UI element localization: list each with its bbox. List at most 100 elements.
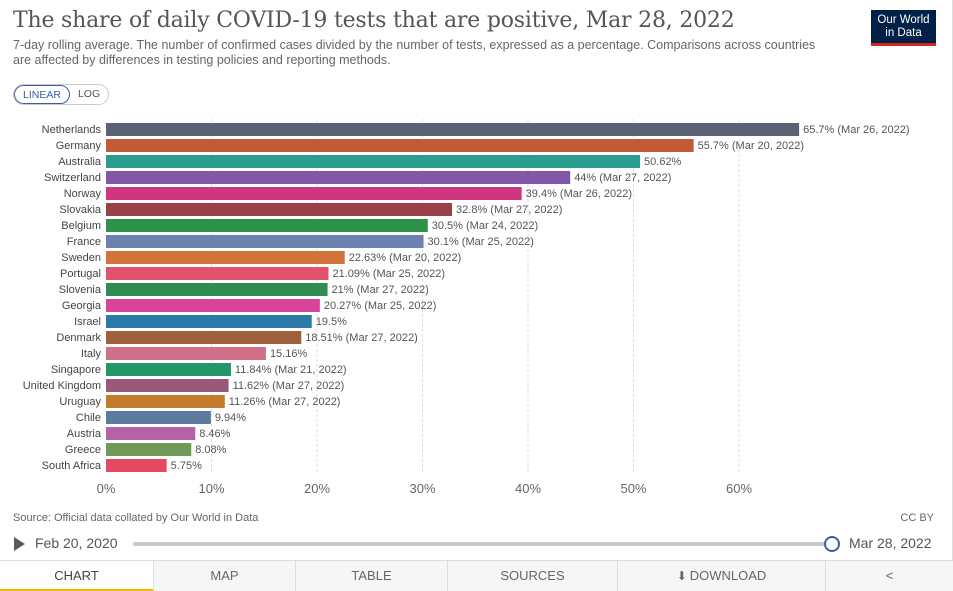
value-label: 50.62% <box>644 156 682 168</box>
category-label: Italy <box>81 348 102 360</box>
category-label: Georgia <box>62 300 102 312</box>
bar[interactable] <box>106 459 167 472</box>
bar[interactable] <box>106 395 225 408</box>
tab-map[interactable]: MAP <box>153 561 295 591</box>
category-label: Norway <box>64 188 102 200</box>
x-tick-label: 30% <box>409 481 435 496</box>
value-label: 44% (Mar 27, 2022) <box>574 172 671 184</box>
bar[interactable] <box>106 171 571 184</box>
timeline: Feb 20, 2020 Mar 28, 2022 <box>0 533 953 555</box>
subtitle-line-2: are affected by differences in testing p… <box>13 52 391 67</box>
category-label: Israel <box>74 316 101 328</box>
bar[interactable] <box>106 315 312 328</box>
play-icon[interactable] <box>14 537 25 551</box>
value-label: 11.26% (Mar 27, 2022) <box>229 396 341 408</box>
value-label: 39.4% (Mar 26, 2022) <box>526 188 632 200</box>
timeline-start-label: Feb 20, 2020 <box>35 535 118 551</box>
value-label: 30.1% (Mar 25, 2022) <box>428 236 534 248</box>
x-tick-label: 0% <box>97 481 116 496</box>
bar[interactable] <box>106 443 192 456</box>
category-label: Slovakia <box>59 204 101 216</box>
category-label: Uruguay <box>59 396 101 408</box>
x-tick-label: 40% <box>515 481 541 496</box>
bar[interactable] <box>106 139 694 152</box>
bar[interactable] <box>106 235 424 248</box>
value-label: 21% (Mar 27, 2022) <box>332 284 429 296</box>
category-label: Netherlands <box>42 124 102 136</box>
scale-toggle: LINEAR LOG <box>13 84 110 105</box>
category-label: Singapore <box>51 364 101 376</box>
timeline-handle[interactable] <box>824 536 840 552</box>
value-label: 5.75% <box>171 460 202 472</box>
category-label: Germany <box>56 140 102 152</box>
category-label: Chile <box>76 412 101 424</box>
category-label: Denmark <box>56 332 101 344</box>
tab-chart[interactable]: CHART <box>0 561 153 591</box>
owid-logo[interactable]: Our World in Data <box>871 10 936 46</box>
category-label: Slovenia <box>59 284 102 296</box>
bar[interactable] <box>106 331 302 344</box>
bar[interactable] <box>106 219 428 232</box>
chart-subtitle: 7-day rolling average. The number of con… <box>13 38 833 67</box>
value-label: 11.84% (Mar 21, 2022) <box>235 364 347 376</box>
x-tick-label: 60% <box>726 481 752 496</box>
category-label: South Africa <box>42 460 102 472</box>
bar[interactable] <box>106 123 800 136</box>
bar[interactable] <box>106 363 231 376</box>
subtitle-line-1: 7-day rolling average. The number of con… <box>13 38 816 52</box>
x-tick-label: 50% <box>620 481 646 496</box>
value-label: 21.09% (Mar 25, 2022) <box>332 268 445 280</box>
value-label: 55.7% (Mar 20, 2022) <box>698 140 804 152</box>
bar[interactable] <box>106 251 345 264</box>
timeline-track[interactable] <box>133 542 832 546</box>
bar[interactable] <box>106 203 453 216</box>
log-scale-button[interactable]: LOG <box>77 88 101 100</box>
chart-title: The share of daily COVID-19 tests that a… <box>13 8 735 33</box>
tab-download[interactable]: ⬇ DOWNLOAD <box>617 561 825 591</box>
category-label: Austria <box>67 428 102 440</box>
category-label: Australia <box>58 156 102 168</box>
category-label: Greece <box>65 444 101 456</box>
value-label: 19.5% <box>316 316 347 328</box>
download-icon: ⬇ <box>676 569 687 583</box>
logo-line-2: in Data <box>885 27 922 39</box>
value-label: 20.27% (Mar 25, 2022) <box>324 300 437 312</box>
tab-sources[interactable]: SOURCES <box>447 561 617 591</box>
share-icon: < <box>885 568 894 583</box>
bar[interactable] <box>106 427 196 440</box>
value-label: 32.8% (Mar 27, 2022) <box>456 204 562 216</box>
share-button[interactable]: < <box>825 561 953 591</box>
bar[interactable] <box>106 299 320 312</box>
value-label: 8.46% <box>199 428 230 440</box>
category-label: Portugal <box>60 268 101 280</box>
x-tick-label: 10% <box>198 481 224 496</box>
category-label: Switzerland <box>44 172 101 184</box>
value-label: 65.7% (Mar 26, 2022) <box>803 124 909 136</box>
category-label: Belgium <box>61 220 101 232</box>
x-tick-label: 20% <box>304 481 330 496</box>
bar[interactable] <box>106 155 641 168</box>
linear-scale-button[interactable]: LINEAR <box>14 85 70 104</box>
source-note[interactable]: Source: Official data collated by Our Wo… <box>13 512 259 524</box>
bar[interactable] <box>106 267 329 280</box>
category-label: France <box>67 236 101 248</box>
value-label: 30.5% (Mar 24, 2022) <box>432 220 538 232</box>
value-label: 11.62% (Mar 27, 2022) <box>233 380 345 392</box>
bar-chart: 0% 10% 20% 30% 40% 50% 60% Netherlands 65.7% (Ma… <box>23 119 910 496</box>
timeline-end-label: Mar 28, 2022 <box>849 535 932 551</box>
tab-bar: CHART MAP TABLE SOURCES ⬇ DOWNLOAD < <box>0 560 953 591</box>
download-label: DOWNLOAD <box>689 568 767 583</box>
license-link[interactable]: CC BY <box>900 512 934 524</box>
bar[interactable] <box>106 411 211 424</box>
category-label: United Kingdom <box>23 380 101 392</box>
value-label: 15.16% <box>270 348 308 360</box>
value-label: 9.94% <box>215 412 246 424</box>
bar[interactable] <box>106 379 229 392</box>
tab-table[interactable]: TABLE <box>295 561 447 591</box>
bar[interactable] <box>106 283 328 296</box>
value-label: 18.51% (Mar 27, 2022) <box>305 332 418 344</box>
bar[interactable] <box>106 187 522 200</box>
value-label: 8.08% <box>195 444 226 456</box>
bar[interactable] <box>106 347 266 360</box>
